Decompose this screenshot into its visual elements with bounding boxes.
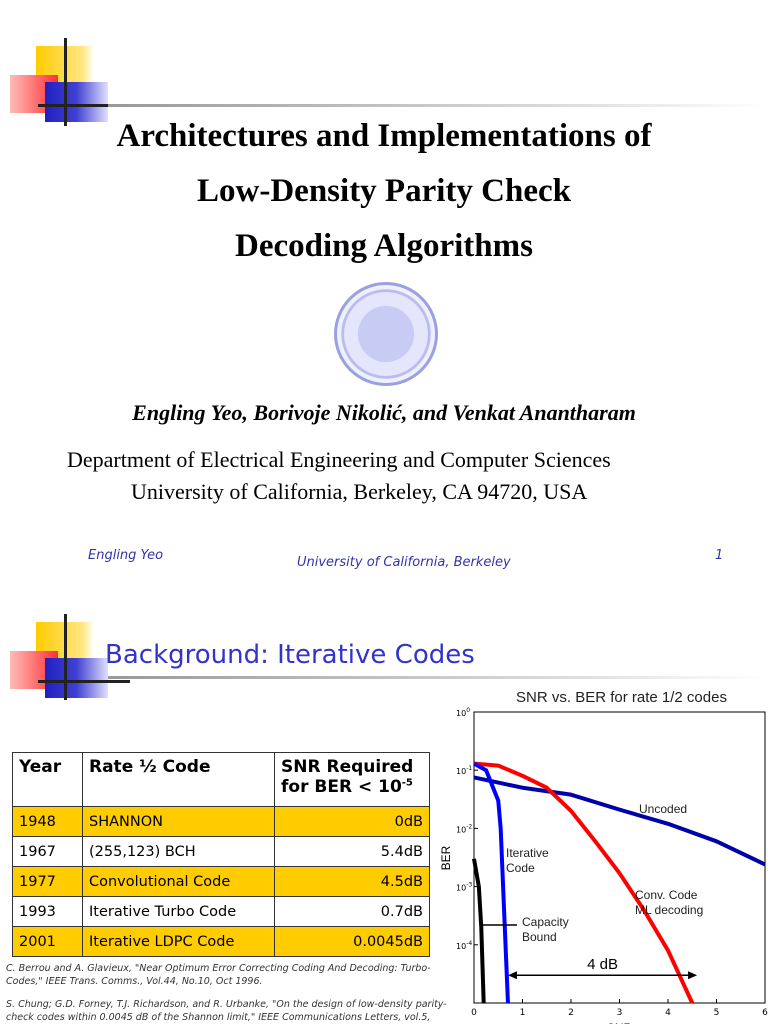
y-tick-label: 10-3 bbox=[456, 882, 472, 893]
footer-institution: University of California, Berkeley bbox=[297, 555, 511, 570]
slide-title-line-3: Decoding Algorithms bbox=[235, 228, 533, 264]
table-header-row: Year Rate ½ Code SNR Required for BER < … bbox=[12, 752, 430, 807]
codes-table: Year Rate ½ Code SNR Required for BER < … bbox=[12, 752, 430, 957]
header-code: Rate ½ Code bbox=[82, 752, 275, 807]
reference-1: C. Berrou and A. Glavieux, "Near Optimum… bbox=[6, 963, 431, 987]
cell-code: Convolutional Code bbox=[82, 866, 275, 897]
table-row: 1948 SHANNON 0dB bbox=[12, 806, 430, 837]
label-capacity: Capacity bbox=[522, 915, 569, 929]
label-iterative: Code bbox=[506, 861, 535, 875]
cell-year: 1977 bbox=[12, 866, 83, 897]
label-conv: ML decoding bbox=[635, 903, 703, 917]
cell-code: SHANNON bbox=[82, 806, 275, 837]
page-number: 1 bbox=[715, 548, 724, 563]
cell-year: 1967 bbox=[12, 836, 83, 867]
series-line-iterative-code bbox=[473, 761, 510, 1004]
x-axis-label: SNR bbox=[607, 1021, 633, 1024]
y-tick-exp: 0 bbox=[466, 707, 470, 714]
y-tick-exp: -3 bbox=[466, 882, 472, 889]
x-tick-label: 6 bbox=[762, 1008, 768, 1018]
header-snr: SNR Required for BER < 10-5 bbox=[274, 752, 430, 807]
cell-snr: 5.4dB bbox=[274, 836, 430, 867]
gap-arrow-left-head bbox=[507, 971, 517, 980]
table-row: 1967 (255,123) BCH 5.4dB bbox=[12, 836, 430, 867]
y-tick-label: 10-1 bbox=[456, 765, 472, 776]
series-line-conv-code-ml-decoding bbox=[473, 761, 695, 1004]
x-tick-label: 5 bbox=[714, 1008, 720, 1018]
series-line-capacity-bound bbox=[472, 858, 486, 1004]
department: Department of Electrical Engineering and… bbox=[67, 447, 611, 472]
reference-2: S. Chung; G.D. Forney, T.J. Richardson, … bbox=[6, 999, 447, 1023]
cell-snr: 4.5dB bbox=[274, 866, 430, 897]
x-tick-label: 4 bbox=[665, 1008, 671, 1018]
slide-logo bbox=[0, 30, 130, 130]
university-seal bbox=[334, 282, 438, 386]
header-snr-exponent: -5 bbox=[401, 777, 413, 789]
y-tick-exp: -4 bbox=[466, 940, 472, 947]
table-row: 1993 Iterative Turbo Code 0.7dB bbox=[12, 896, 430, 927]
slide-title-line-1: Architectures and Implementations of bbox=[116, 118, 652, 154]
x-tick-label: 0 bbox=[471, 1008, 477, 1018]
y-tick-base: 10 bbox=[456, 709, 466, 718]
gap-arrow-right-head bbox=[688, 971, 698, 980]
authors: Engling Yeo, Borivoje Nikolić, and Venka… bbox=[132, 400, 636, 425]
y-tick-base: 10 bbox=[456, 825, 466, 834]
table-row: 1977 Convolutional Code 4.5dB bbox=[12, 866, 430, 897]
y-tick-base: 10 bbox=[456, 767, 466, 776]
title-rule bbox=[108, 676, 768, 679]
y-tick-exp: -2 bbox=[466, 823, 472, 830]
slide-title: Background: Iterative Codes bbox=[105, 640, 475, 670]
label-iterative: Iterative bbox=[506, 846, 549, 860]
label-conv: Conv. Code bbox=[635, 888, 698, 902]
address: University of California, Berkeley, CA 9… bbox=[131, 479, 588, 504]
cell-code: Iterative Turbo Code bbox=[82, 896, 275, 927]
slide-logo bbox=[0, 600, 130, 700]
cell-year: 2001 bbox=[12, 926, 83, 957]
footer-author: Engling Yeo bbox=[88, 548, 164, 563]
cell-snr: 0dB bbox=[274, 806, 430, 837]
series-line-uncoded bbox=[473, 775, 766, 867]
header-year: Year bbox=[12, 752, 83, 807]
label-capacity: Bound bbox=[522, 930, 557, 944]
title-rule bbox=[108, 104, 768, 107]
cell-snr: 0.0045dB bbox=[274, 926, 430, 957]
label-uncoded: Uncoded bbox=[639, 802, 687, 816]
gap-annotation: 4 dB bbox=[587, 956, 618, 973]
cell-snr: 0.7dB bbox=[274, 896, 430, 927]
y-tick-base: 10 bbox=[456, 884, 466, 893]
x-tick-label: 2 bbox=[568, 1008, 574, 1018]
chart-title: SNR vs. BER for rate 1/2 codes bbox=[516, 689, 727, 706]
x-tick-label: 1 bbox=[520, 1008, 526, 1018]
y-tick-label: 10-4 bbox=[456, 940, 472, 951]
cell-year: 1993 bbox=[12, 896, 83, 927]
cell-code: (255,123) BCH bbox=[82, 836, 275, 867]
y-axis-label: BER bbox=[439, 845, 453, 870]
y-tick-label: 10-2 bbox=[456, 823, 472, 834]
cell-code: Iterative LDPC Code bbox=[82, 926, 275, 957]
y-tick-exp: -1 bbox=[466, 765, 472, 772]
y-tick-label: 100 bbox=[456, 707, 470, 718]
x-tick-label: 3 bbox=[617, 1008, 623, 1018]
slide-title-line-2: Low-Density Parity Check bbox=[197, 173, 571, 209]
y-tick-base: 10 bbox=[456, 942, 466, 951]
table-row: 2001 Iterative LDPC Code 0.0045dB bbox=[12, 926, 430, 957]
cell-year: 1948 bbox=[12, 806, 83, 837]
snr-ber-chart: SNR vs. BER for rate 1/2 codes SNR BER 0 1 2 3… bbox=[439, 689, 768, 1024]
header-snr-text: SNR Required for BER < 10 bbox=[281, 757, 414, 797]
